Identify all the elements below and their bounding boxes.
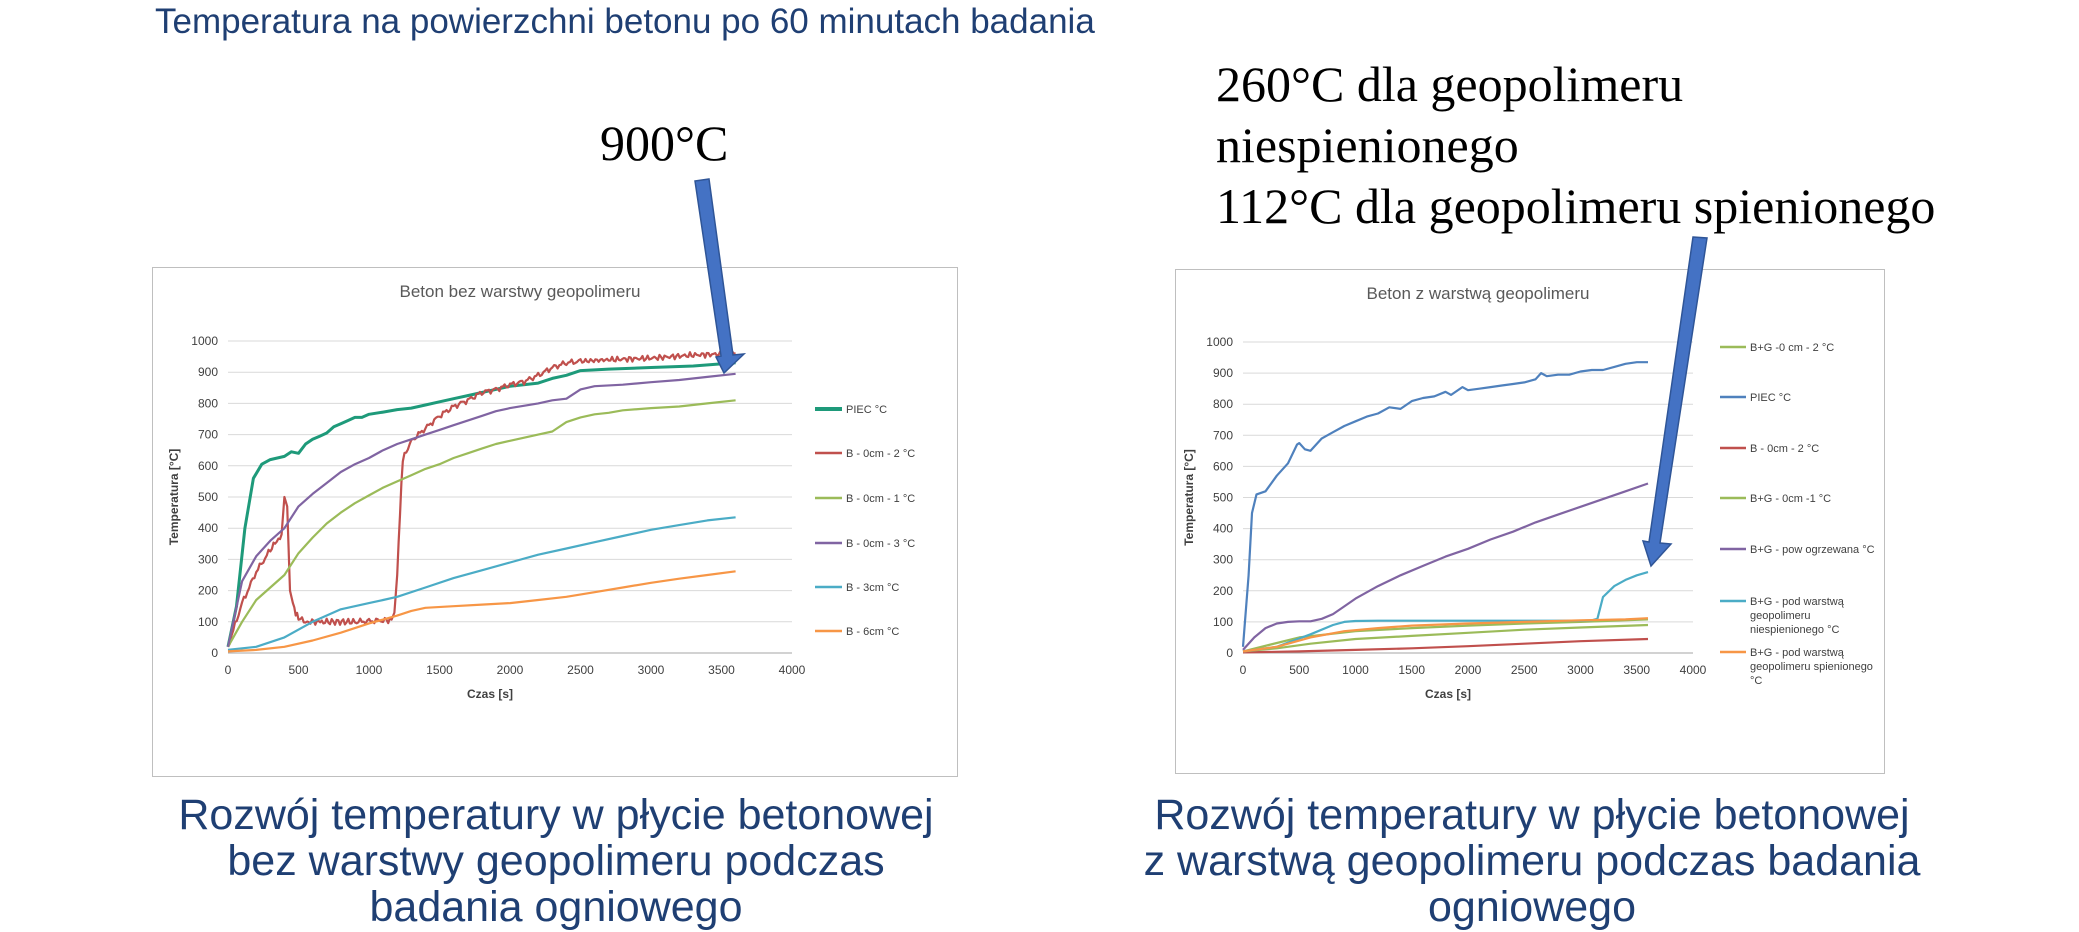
legend-label: niespienionego °C [1750,624,1839,636]
series-line [227,399,736,648]
x-tick-label: 1000 [1342,663,1369,677]
y-tick-label: 700 [198,428,218,442]
x-tick-label: 2500 [1511,663,1538,677]
caption-line: ogniowego [1427,883,1636,931]
series-line [226,361,736,648]
x-tick-label: 500 [288,663,308,677]
legend-label: B+G - pow ogrzewana °C [1750,544,1875,556]
y-tick-label: 600 [198,459,218,473]
legend-label: B - 0cm - 3 °C [846,538,915,550]
x-tick-label: 2000 [497,663,524,677]
legend-label: B - 0cm - 2 °C [1750,443,1819,455]
legend-label: B+G - pod warstwą [1750,647,1845,659]
chart-beton-bez-warstwy: Beton bez warstwy geopolimeru 0 100 200 300 4… [152,267,958,777]
y-tick-label: 0 [1226,646,1233,660]
legend-label: B - 0cm - 1 °C [846,493,915,505]
callout-900: 900°C [600,115,729,171]
legend-label: B+G -0 cm - 2 °C [1750,342,1834,354]
y-axis-label: Temperatura [°C] [167,449,181,546]
y-tick-label: 800 [198,396,218,410]
series-line [1242,618,1649,653]
legend-label: B - 6cm °C [846,626,899,638]
legend-label: geopolimeru spienionego [1750,661,1873,673]
y-tick-label: 100 [198,615,218,629]
x-tick-label: 2000 [1455,663,1482,677]
legend-label: PIEC °C [846,404,887,416]
caption-right: Rozwój temperatury w płycie betonowej z … [1082,792,1982,930]
x-tick-label: 1000 [356,663,383,677]
series-line [1241,361,1648,647]
series-line [227,570,736,653]
x-tick-label: 500 [1289,663,1309,677]
legend-label: B - 3cm °C [846,582,899,594]
legend-label: B+G - pod warstwą [1750,596,1845,608]
legend-label: B - 0cm - 2 °C [846,448,915,460]
y-tick-label: 800 [1213,397,1233,411]
callout-geopolimer-temps: 260°C dla geopolimeru niespienionego 112… [1216,54,1935,237]
series-line [1242,617,1649,653]
x-tick-label: 3500 [708,663,735,677]
y-tick-label: 600 [1213,459,1233,473]
series-line [1242,482,1649,651]
legend-label: PIEC °C [1750,392,1791,404]
chart-frame [1175,269,1885,774]
y-tick-label: 700 [1213,428,1233,442]
callout-line: 112°C dla geopolimeru spienionego [1216,178,1936,234]
chart-title: Beton z warstwą geopolimeru [1366,284,1589,303]
caption-left: Rozwój temperatury w płycie betonowej be… [106,792,1006,930]
legend-label: B+G - 0cm -1 °C [1750,493,1831,505]
y-tick-label: 900 [198,365,218,379]
x-tick-label: 0 [1240,663,1247,677]
y-tick-label: 900 [1213,366,1233,380]
y-tick-label: 500 [1213,491,1233,505]
legend-label: geopolimeru [1750,610,1811,622]
caption-line: bez warstwy geopolimeru podczas [227,837,885,885]
series-line [1242,637,1649,654]
x-tick-label: 4000 [779,663,806,677]
y-tick-label: 400 [198,521,218,535]
chart-title: Beton bez warstwy geopolimeru [400,282,641,301]
series-line [226,372,736,648]
chart-frame [152,267,958,777]
caption-line: badania ogniowego [369,883,743,931]
x-tick-label: 1500 [1398,663,1425,677]
y-axis-label: Temperatura [°C] [1182,449,1196,546]
caption-line: Rozwój temperatury w płycie betonowej [1154,791,1910,839]
y-tick-label: 1000 [191,334,218,348]
y-tick-label: 300 [1213,553,1233,567]
callout-line: niespienionego [1216,117,1519,173]
x-tick-label: 3500 [1623,663,1650,677]
series-line [1242,623,1649,653]
y-tick-label: 200 [198,584,218,598]
series-line [227,516,736,651]
y-tick-label: 0 [211,646,218,660]
caption-line: Rozwój temperatury w płycie betonowej [178,791,934,839]
x-tick-label: 0 [225,663,232,677]
caption-line: z warstwą geopolimeru podczas badania [1143,837,1921,885]
slide-title: Temperatura na powierzchni betonu po 60 … [155,2,1095,41]
x-tick-label: 2500 [567,663,594,677]
x-axis-label: Czas [s] [467,687,513,701]
callout-line: 260°C dla geopolimeru [1216,56,1684,112]
y-tick-label: 400 [1213,522,1233,536]
x-tick-label: 3000 [638,663,665,677]
y-tick-label: 1000 [1206,335,1233,349]
y-tick-label: 100 [1213,615,1233,629]
chart-beton-z-warstwa: Beton z warstwą geopolimeru 0 100 200 300 400… [1175,269,1885,774]
y-tick-label: 300 [198,552,218,566]
y-tick-label: 500 [198,490,218,504]
y-tick-label: 200 [1213,584,1233,598]
x-tick-label: 1500 [426,663,453,677]
x-tick-label: 4000 [1680,663,1707,677]
legend-label: °C [1750,675,1762,687]
x-axis-label: Czas [s] [1425,687,1471,701]
series-line [1242,571,1649,653]
x-tick-label: 3000 [1567,663,1594,677]
